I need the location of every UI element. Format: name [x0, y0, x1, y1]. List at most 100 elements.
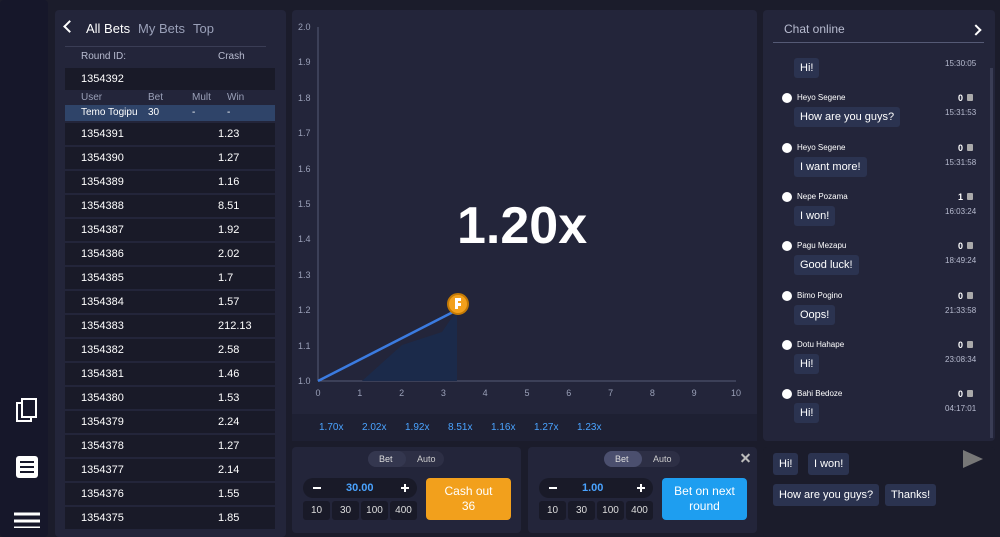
tab[interactable]: All Bets	[86, 21, 131, 36]
x-tick-label: 4	[482, 388, 488, 398]
history-item[interactable]: 2.02x	[362, 422, 387, 433]
tab[interactable]: Bet	[615, 454, 629, 464]
chat-panel: Chat online 15:30:05 Hi! Heyo Segene 0 15:31:…	[763, 10, 995, 441]
round-row[interactable]: 1354391 1.23	[65, 123, 275, 145]
quick-amount[interactable]: 400	[626, 501, 653, 520]
tab[interactable]: Auto	[653, 454, 672, 464]
history-item[interactable]: 1.23x	[577, 422, 602, 433]
message-text: Hi!	[800, 62, 814, 74]
sidebar	[0, 0, 48, 537]
quick-amount[interactable]: 400	[390, 501, 417, 520]
history-item[interactable]: 8.51x	[448, 422, 473, 433]
quick-reply[interactable]: Thanks!	[885, 484, 937, 506]
y-tick-label: 1.5	[298, 199, 311, 209]
send-icon[interactable]	[963, 450, 983, 468]
header: Crash	[218, 51, 245, 62]
crash-value: 2.24	[218, 416, 240, 428]
x-tick-label: 1	[357, 388, 363, 398]
round-row[interactable]: 1354378 1.27	[65, 435, 275, 457]
message-text: Good luck!	[800, 259, 853, 272]
message-text: Hi!	[800, 357, 814, 370]
chat-input-area: Hi! I won! How are you guys? Thanks!	[763, 447, 995, 537]
round-row[interactable]: 1354377 2.14	[65, 459, 275, 481]
action-button[interactable]: Cash out 36	[426, 478, 511, 520]
like-icon[interactable]	[967, 143, 973, 151]
message-time: 15:31:53	[945, 108, 977, 118]
plus-button[interactable]	[404, 484, 406, 492]
round-row[interactable]: 1354387 1.92	[65, 219, 275, 241]
avatar	[782, 142, 792, 153]
quick-amount[interactable]: 10	[539, 501, 566, 520]
quick-amount[interactable]: 100	[597, 501, 624, 520]
x-tick-label: 5	[524, 388, 530, 398]
round-row[interactable]: 1354375 1.85	[65, 507, 275, 529]
history-item[interactable]: 1.70x	[319, 422, 344, 433]
round-id: 1354378	[81, 440, 124, 452]
bet-tabs: Bet Auto	[368, 451, 444, 467]
user-name: Pagu Mezapu	[797, 241, 847, 251]
round-row[interactable]: 1354385 1.7	[65, 267, 275, 289]
multiplier: 1.20x	[457, 197, 588, 255]
action-button[interactable]: Bet on next round	[662, 478, 747, 520]
message-text: How are you guys?	[800, 111, 895, 124]
divider	[773, 42, 984, 43]
quick-label: 10	[546, 505, 559, 516]
history-item[interactable]: 1.16x	[491, 422, 516, 433]
x-tick-label: 0	[315, 388, 321, 398]
message-bubble: How are you guys?	[794, 107, 901, 128]
minus-button[interactable]	[313, 487, 321, 489]
crash-value: 1.85	[218, 512, 240, 524]
round-row[interactable]: 1354381 1.46	[65, 363, 275, 385]
minus-button[interactable]	[549, 487, 557, 489]
message-time: 21:33:58	[945, 305, 977, 315]
history-item[interactable]: 1.92x	[405, 422, 430, 433]
quick-label: 100	[366, 505, 383, 516]
round-row[interactable]: 1354376 1.55	[65, 483, 275, 505]
like-icon[interactable]	[967, 192, 973, 200]
like-icon[interactable]	[967, 390, 973, 398]
round-id: 1354387	[81, 224, 124, 236]
chat-arrow[interactable]	[970, 24, 982, 36]
like-icon[interactable]	[967, 291, 973, 299]
crash-value: 2.14	[218, 464, 240, 476]
round-row[interactable]: 1354384 1.57	[65, 291, 275, 313]
crash-value: 1.7	[218, 272, 234, 284]
quick-amount[interactable]: 30	[568, 501, 595, 520]
round-row[interactable]: 1354388 8.51	[65, 195, 275, 217]
like-icon[interactable]	[967, 242, 973, 250]
tab[interactable]: My Bets	[138, 21, 185, 36]
bets-panel: All Bets My Bets Top Round ID: Crash 1354392 U…	[55, 10, 286, 537]
round-row[interactable]: 1354390 1.27	[65, 147, 275, 169]
tab[interactable]: Top	[193, 21, 214, 36]
plus-button[interactable]	[640, 484, 642, 492]
quick-label: 10	[310, 505, 323, 516]
user-name: Bahi Bedoze	[797, 389, 843, 399]
back-icon[interactable]	[63, 20, 76, 33]
round-row[interactable]: 1354380 1.53	[65, 387, 275, 409]
tab[interactable]: Auto	[417, 454, 436, 464]
crash-value: 1.16	[218, 176, 240, 188]
message-text: Hi!	[800, 407, 814, 420]
history-item[interactable]: 1.27x	[534, 422, 559, 433]
round-row[interactable]: 1354389 1.16	[65, 171, 275, 193]
bet-panel: Bet Auto 30.00 10 30 100 400 Cash out 36	[292, 447, 521, 533]
amount: 1.00	[582, 482, 604, 494]
round-row[interactable]: 1354379 2.24	[65, 411, 275, 433]
round-row[interactable]: 1354383 212.13	[65, 315, 275, 337]
like-icon[interactable]	[967, 340, 973, 348]
round-row[interactable]: 1354386 2.02	[65, 243, 275, 265]
quick-amount[interactable]: 100	[361, 501, 388, 520]
like-icon[interactable]	[967, 94, 973, 102]
round-row[interactable]: 1354382 2.58	[65, 339, 275, 361]
quick-amount[interactable]: 30	[332, 501, 359, 520]
quick-amount[interactable]: 10	[303, 501, 330, 520]
quick-reply[interactable]: I won!	[808, 453, 850, 475]
round-id: 1354390	[81, 152, 124, 164]
tab[interactable]: Bet	[379, 454, 393, 464]
quick-reply[interactable]: Hi!	[773, 453, 799, 475]
x-tick-label: 3	[440, 388, 446, 398]
round-id: 1354379	[81, 416, 124, 428]
user-row: Temo Togipu 30 - -	[65, 105, 275, 121]
quick-reply[interactable]: How are you guys?	[773, 484, 880, 506]
